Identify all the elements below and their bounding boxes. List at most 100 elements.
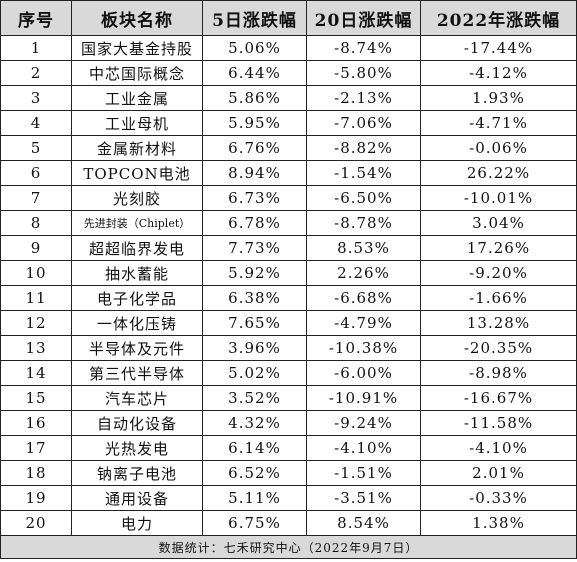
change-5d-cell: 6.52% — [202, 460, 307, 486]
sector-name-cell: 一体化压铸 — [71, 310, 203, 336]
table-row: 20 电力 6.75% 8.54% 1.38% — [0, 510, 577, 536]
rank-cell: 12 — [0, 310, 72, 336]
rank-cell: 20 — [0, 510, 72, 536]
change-5d-cell: 5.06% — [202, 35, 307, 61]
rank-cell: 14 — [0, 360, 72, 386]
rank-cell: 3 — [0, 85, 72, 111]
sector-name-cell: 金属新材料 — [71, 135, 203, 161]
data-source-note: 数据统计：七禾研究中心（2022年9月7日） — [0, 535, 577, 559]
table-row: 18 钠离子电池 6.52% -1.51% 2.01% — [0, 460, 577, 486]
change-20d-cell: 2.26% — [306, 260, 421, 286]
table-row: 9 超超临界发电 7.73% 8.53% 17.26% — [0, 235, 577, 261]
sector-name-cell: 半导体及元件 — [71, 335, 203, 361]
change-5d-cell: 7.65% — [202, 310, 307, 336]
table-row: 17 光热发电 6.14% -4.10% -4.10% — [0, 435, 577, 461]
header-row: 序号 板块名称 5日涨跌幅 20日涨跌幅 2022年涨跌幅 — [0, 0, 577, 36]
change-5d-cell: 6.75% — [202, 510, 307, 536]
rank-cell: 6 — [0, 160, 72, 186]
change-2022-cell: -1.66% — [420, 285, 577, 311]
sector-name-cell: 第三代半导体 — [71, 360, 203, 386]
change-20d-cell: -2.13% — [306, 85, 421, 111]
change-20d-cell: -5.80% — [306, 60, 421, 86]
table-row: 15 汽车芯片 3.52% -10.91% -16.67% — [0, 385, 577, 411]
rank-cell: 9 — [0, 235, 72, 261]
change-5d-cell: 5.02% — [202, 360, 307, 386]
footer-row: 数据统计：七禾研究中心（2022年9月7日） — [0, 535, 577, 559]
change-5d-cell: 7.73% — [202, 235, 307, 261]
header-sector[interactable]: 板块名称 — [71, 0, 203, 36]
table-row: 13 半导体及元件 3.96% -10.38% -20.35% — [0, 335, 577, 361]
change-2022-cell: -11.58% — [420, 410, 577, 436]
sector-name-cell: 国家大基金持股 — [71, 35, 203, 61]
change-20d-cell: -8.74% — [306, 35, 421, 61]
change-2022-cell: -4.71% — [420, 110, 577, 136]
change-2022-cell: 17.26% — [420, 235, 577, 261]
change-20d-cell: 8.54% — [306, 510, 421, 536]
sector-name-cell: 通用设备 — [71, 485, 203, 511]
change-2022-cell: 2.01% — [420, 460, 577, 486]
table-row: 7 光刻胶 6.73% -6.50% -10.01% — [0, 185, 577, 211]
change-20d-cell: 8.53% — [306, 235, 421, 261]
rank-cell: 4 — [0, 110, 72, 136]
change-20d-cell: -8.78% — [306, 210, 421, 236]
change-20d-cell: -8.82% — [306, 135, 421, 161]
header-rank[interactable]: 序号 — [0, 0, 72, 36]
table-footer: 数据统计：七禾研究中心（2022年9月7日） — [0, 535, 577, 559]
rank-cell: 19 — [0, 485, 72, 511]
rank-cell: 18 — [0, 460, 72, 486]
table-row: 6 TOPCON电池 8.94% -1.54% 26.22% — [0, 160, 577, 186]
rank-cell: 10 — [0, 260, 72, 286]
sector-name-cell: 光热发电 — [71, 435, 203, 461]
change-5d-cell: 4.32% — [202, 410, 307, 436]
sector-name-cell: 先进封装（Chiplet） — [71, 210, 203, 236]
rank-cell: 5 — [0, 135, 72, 161]
sector-name-cell: 超超临界发电 — [71, 235, 203, 261]
table-row: 14 第三代半导体 5.02% -6.00% -8.98% — [0, 360, 577, 386]
table-row: 3 工业金属 5.86% -2.13% 1.93% — [0, 85, 577, 111]
rank-cell: 2 — [0, 60, 72, 86]
change-2022-cell: -16.67% — [420, 385, 577, 411]
sector-name-cell: 汽车芯片 — [71, 385, 203, 411]
rank-cell: 8 — [0, 210, 72, 236]
header-20d-change[interactable]: 20日涨跌幅 — [306, 0, 421, 36]
header-2022-change[interactable]: 2022年涨跌幅 — [420, 0, 577, 36]
change-5d-cell: 5.11% — [202, 485, 307, 511]
change-20d-cell: -10.91% — [306, 385, 421, 411]
change-20d-cell: -6.68% — [306, 285, 421, 311]
table-row: 8 先进封装（Chiplet） 6.78% -8.78% 3.04% — [0, 210, 577, 236]
sector-name-cell: 工业金属 — [71, 85, 203, 111]
change-20d-cell: -6.00% — [306, 360, 421, 386]
table-header: 序号 板块名称 5日涨跌幅 20日涨跌幅 2022年涨跌幅 — [0, 0, 577, 36]
table-row: 5 金属新材料 6.76% -8.82% -0.06% — [0, 135, 577, 161]
change-5d-cell: 6.73% — [202, 185, 307, 211]
change-20d-cell: -4.10% — [306, 435, 421, 461]
change-20d-cell: -1.54% — [306, 160, 421, 186]
change-2022-cell: -20.35% — [420, 335, 577, 361]
change-5d-cell: 6.38% — [202, 285, 307, 311]
header-5d-change[interactable]: 5日涨跌幅 — [202, 0, 307, 36]
change-20d-cell: -7.06% — [306, 110, 421, 136]
change-2022-cell: -4.10% — [420, 435, 577, 461]
rank-cell: 11 — [0, 285, 72, 311]
table-body: 1 国家大基金持股 5.06% -8.74% -17.44% 2 中芯国际概念 6.44% -5… — [0, 35, 577, 536]
change-5d-cell: 3.52% — [202, 385, 307, 411]
table-row: 16 自动化设备 4.32% -9.24% -11.58% — [0, 410, 577, 436]
table-row: 2 中芯国际概念 6.44% -5.80% -4.12% — [0, 60, 577, 86]
sector-name-cell: 电力 — [71, 510, 203, 536]
table-row: 1 国家大基金持股 5.06% -8.74% -17.44% — [0, 35, 577, 61]
rank-cell: 13 — [0, 335, 72, 361]
table-row: 10 抽水蓄能 5.92% 2.26% -9.20% — [0, 260, 577, 286]
change-5d-cell: 8.94% — [202, 160, 307, 186]
change-2022-cell: -0.06% — [420, 135, 577, 161]
sector-name-cell: 电子化学品 — [71, 285, 203, 311]
change-2022-cell: -10.01% — [420, 185, 577, 211]
table-row: 19 通用设备 5.11% -3.51% -0.33% — [0, 485, 577, 511]
change-20d-cell: -3.51% — [306, 485, 421, 511]
change-5d-cell: 5.92% — [202, 260, 307, 286]
table-row: 12 一体化压铸 7.65% -4.79% 13.28% — [0, 310, 577, 336]
sector-name-cell: 工业母机 — [71, 110, 203, 136]
change-2022-cell: 26.22% — [420, 160, 577, 186]
sector-name-cell: 光刻胶 — [71, 185, 203, 211]
